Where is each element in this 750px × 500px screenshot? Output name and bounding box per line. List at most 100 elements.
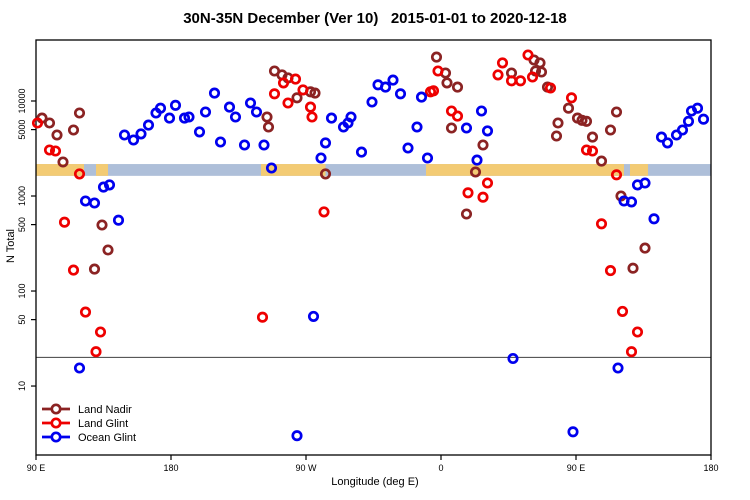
data-point [477, 139, 489, 151]
data-point [315, 152, 327, 164]
data-point [318, 206, 330, 218]
y-tick-label: 500 [17, 217, 27, 232]
data-point [265, 162, 278, 174]
data-point [625, 196, 638, 208]
data-point [469, 166, 482, 178]
data-point [682, 115, 695, 127]
data-point [460, 122, 473, 134]
data-point [544, 82, 557, 94]
data-point [625, 346, 638, 358]
data-point [199, 106, 212, 118]
chart-title: 30N-35N December (Ver 10) 2015-01-01 to … [183, 10, 567, 27]
data-point [595, 218, 608, 230]
data-point [481, 177, 494, 189]
data-point [610, 106, 623, 118]
x-tick-label: 180 [703, 463, 718, 473]
data-point [214, 136, 227, 148]
data-point [31, 117, 44, 129]
legend-label: Land Nadir [78, 404, 132, 416]
data-point [616, 305, 629, 317]
data-point [445, 122, 458, 134]
data-point [552, 117, 564, 129]
data-point [277, 77, 290, 89]
data-point [475, 105, 488, 117]
data-point [441, 77, 453, 89]
data-point [244, 97, 257, 109]
data-point [604, 265, 617, 277]
data-point [250, 106, 263, 118]
data-point [304, 101, 317, 113]
data-point [580, 115, 593, 127]
data-point [291, 430, 303, 442]
data-point [223, 101, 236, 113]
data-point [586, 131, 599, 143]
data-point [96, 219, 108, 231]
data-point [90, 346, 102, 358]
data-point [595, 155, 608, 167]
data-point [183, 111, 195, 123]
y-tick-label: 1000 [17, 186, 27, 206]
data-point [402, 142, 414, 154]
data-point [481, 125, 494, 137]
data-point [639, 242, 651, 254]
data-point [289, 73, 302, 85]
data-point [580, 144, 593, 156]
y-tick-label: 100 [17, 284, 27, 299]
y-tick-label: 10 [17, 381, 27, 391]
y-axis-label: N Total [5, 228, 17, 264]
data-point [387, 74, 399, 86]
data-point [648, 213, 660, 225]
data-point [451, 110, 464, 122]
plot-frame [35, 39, 712, 456]
data-point [319, 168, 332, 180]
map-strip-land [96, 164, 108, 176]
data-point [291, 92, 303, 104]
x-tick-label: 90 W [295, 463, 317, 473]
data-point [567, 426, 579, 438]
data-point [639, 177, 651, 189]
data-point [229, 111, 242, 123]
data-point [505, 75, 518, 87]
data-point [154, 102, 167, 114]
y-tick-label: 10000 [17, 88, 27, 113]
data-point [661, 137, 674, 149]
data-point [103, 179, 116, 191]
data-point [411, 121, 423, 133]
data-point [238, 139, 251, 151]
legend-label: Land Glint [78, 418, 128, 430]
map-strip-land [36, 164, 84, 176]
data-point [471, 154, 483, 166]
data-point [366, 96, 378, 108]
legend-label: Ocean Glint [78, 432, 136, 444]
data-point [522, 49, 534, 61]
data-point [79, 195, 92, 207]
data-point [325, 112, 338, 124]
data-point [73, 362, 86, 374]
data-point [94, 326, 107, 338]
data-point [73, 107, 86, 119]
data-point [586, 145, 599, 157]
data-point [51, 129, 63, 141]
data-point [460, 208, 473, 220]
map-strip-land [426, 164, 624, 176]
data-point [169, 99, 182, 111]
data-point [58, 216, 71, 228]
data-point [415, 91, 428, 103]
data-point [88, 263, 101, 275]
data-point [307, 310, 320, 322]
map-strip-land [261, 164, 326, 176]
data-point [355, 146, 368, 158]
data-point [604, 124, 617, 136]
x-tick-label: 90 E [567, 463, 586, 473]
data-point [535, 66, 548, 78]
x-tick-label: 0 [438, 463, 443, 473]
data-point [102, 244, 114, 256]
data-point [451, 81, 464, 93]
data-point [462, 187, 474, 199]
data-point [112, 214, 125, 226]
map-strip-land [630, 164, 648, 176]
data-point [379, 81, 392, 93]
data-point [258, 139, 270, 151]
data-point [562, 102, 575, 114]
